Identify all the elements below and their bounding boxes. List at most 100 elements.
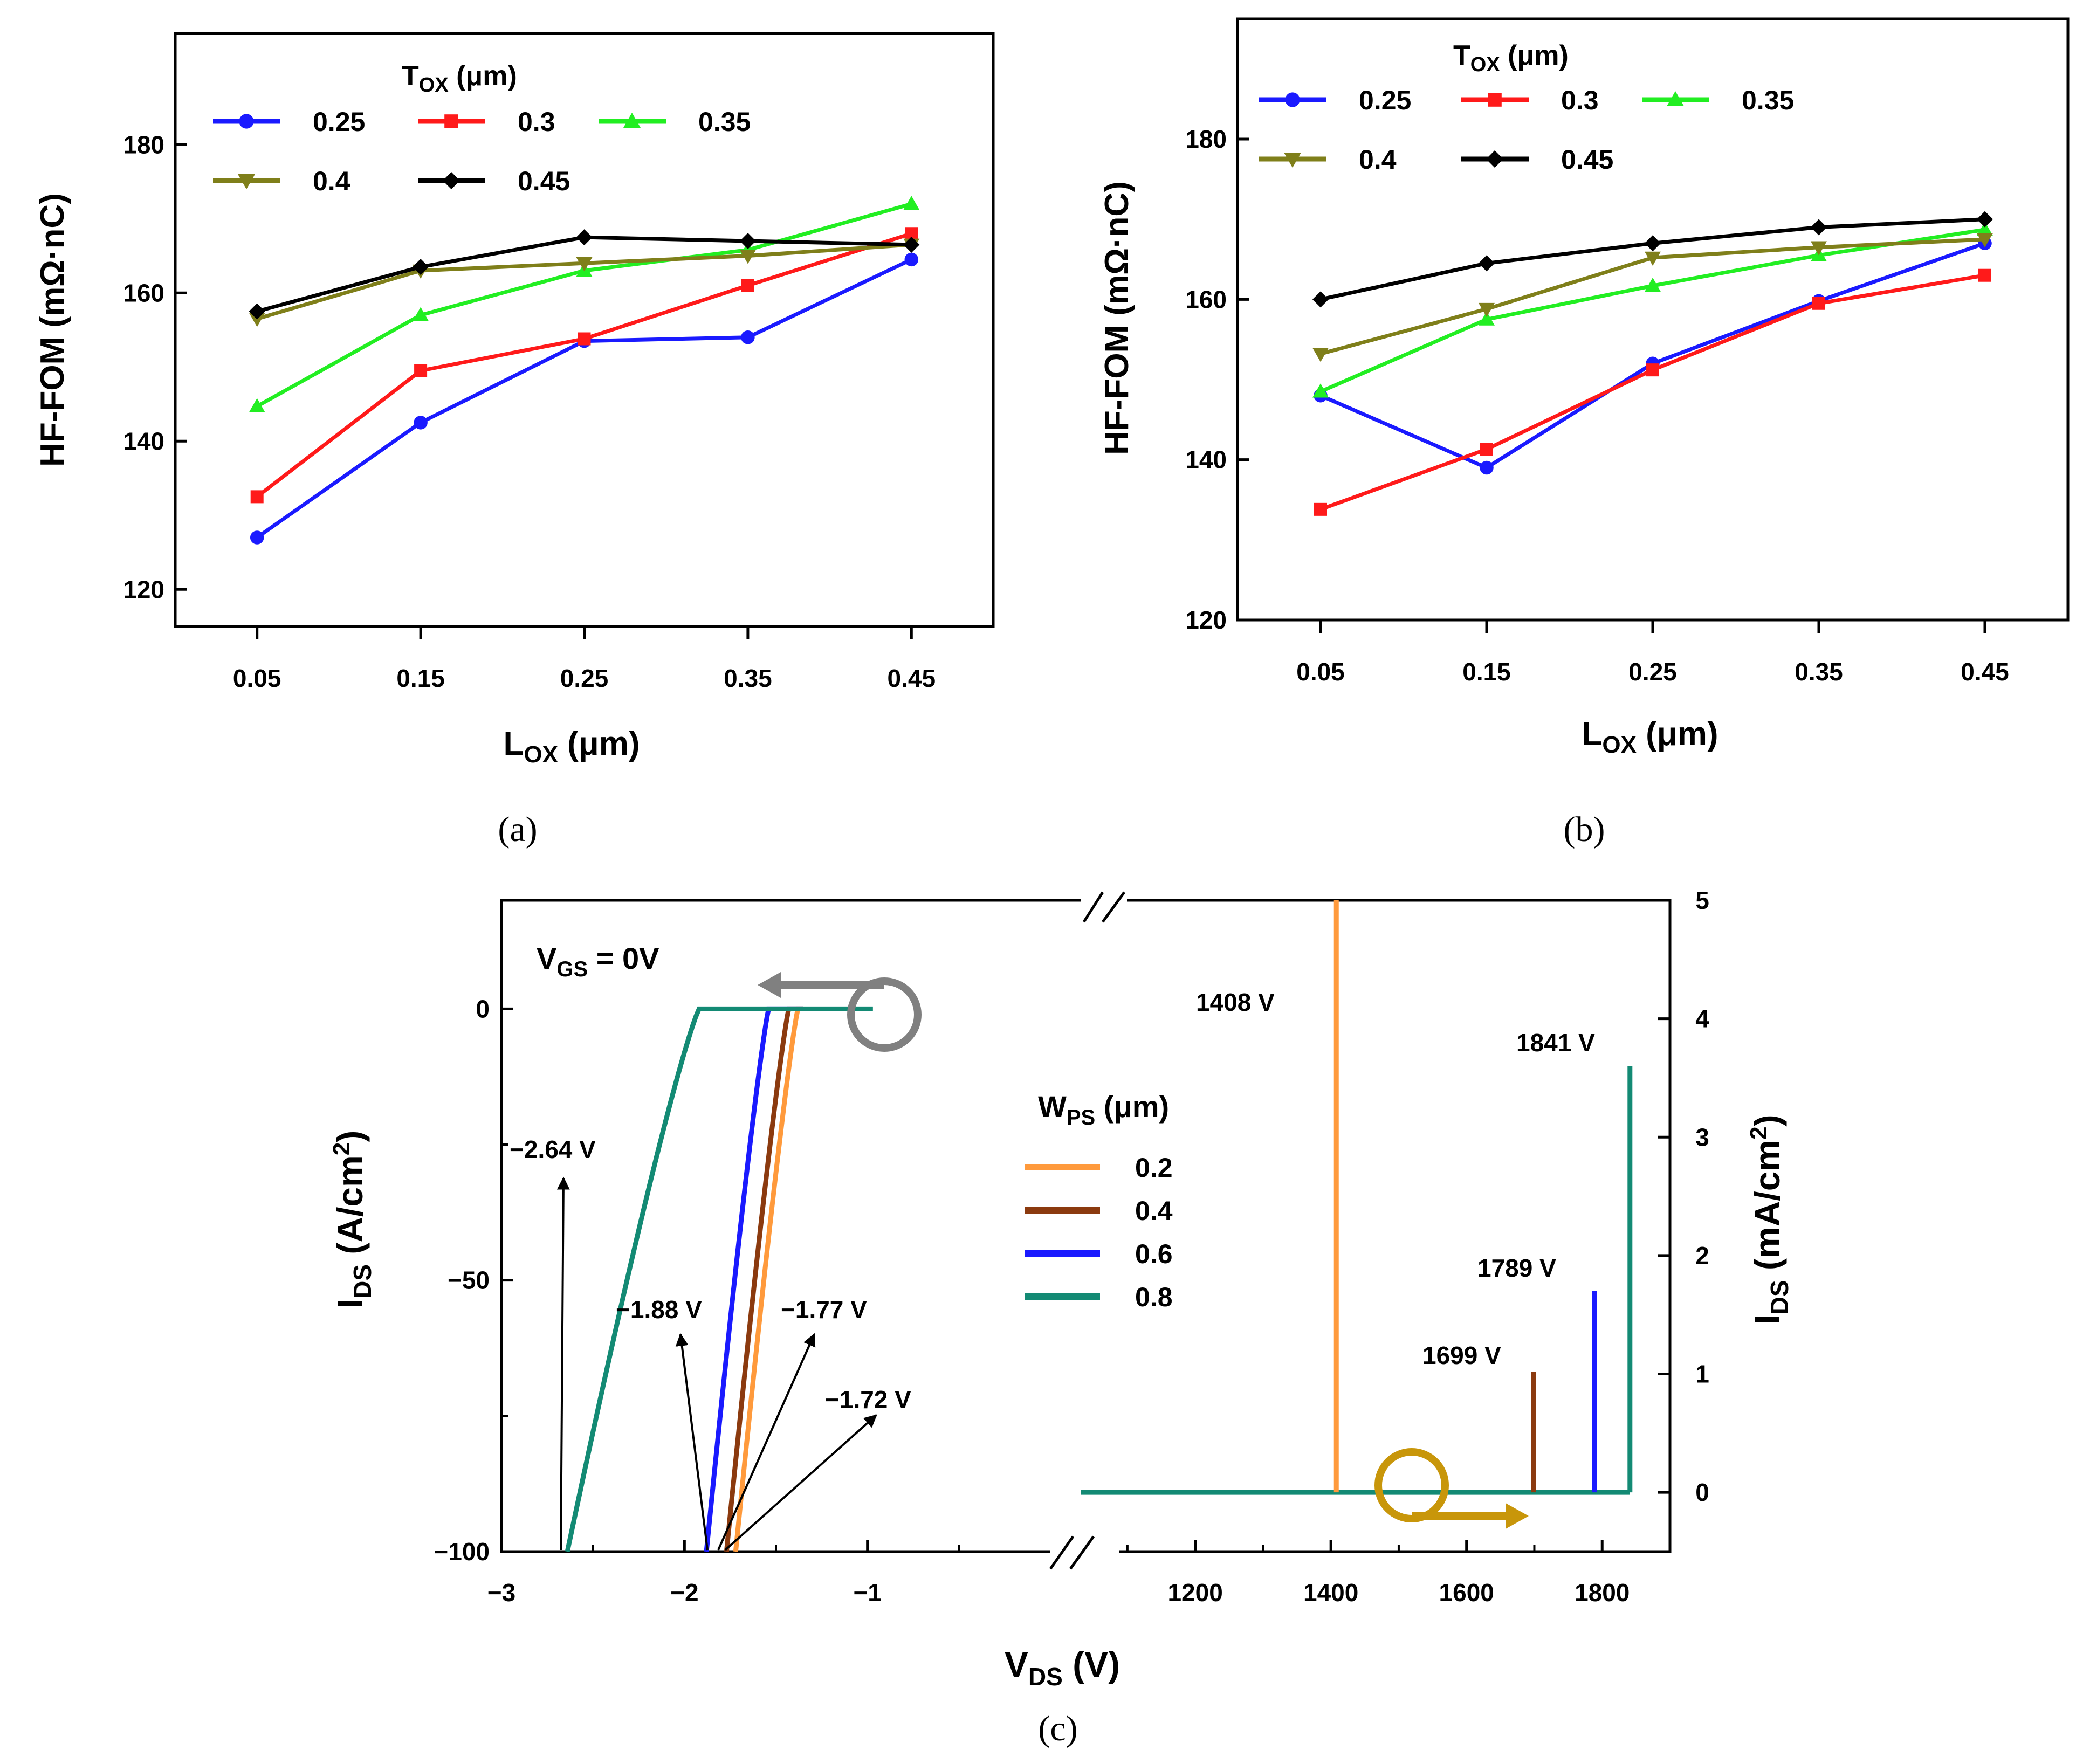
chart-b-xlabel: LOX (μm) <box>1582 715 1718 758</box>
legend-label: 0.35 <box>698 107 751 137</box>
legend-label: 0.3 <box>518 107 555 137</box>
x-tick-label: 0.25 <box>1628 658 1677 686</box>
legend-item-0.35: 0.35 <box>599 107 751 137</box>
data-point <box>249 303 265 320</box>
legend-item-0.4: 0.4 <box>1025 1196 1173 1226</box>
chart-c-break-mark <box>1049 1535 1075 1570</box>
threshold-arrow <box>556 1176 570 1551</box>
data-point <box>1312 383 1329 398</box>
chart-b: HF-FOM (mΩ·nC) LOX (μm) TOX (μm) 120 140 1… <box>1098 17 2070 849</box>
chart-b-panel-label: (b) <box>1564 810 1605 849</box>
chart-c-break-mark <box>1082 891 1104 923</box>
y-tick-label-right: 3 <box>1695 1123 1709 1151</box>
data-point <box>1812 297 1825 310</box>
x-tick-label-right: 1200 <box>1167 1579 1222 1607</box>
series-0.4 <box>249 238 920 327</box>
series-0.45 <box>1312 211 1993 308</box>
iv-curve-0.6 <box>704 1006 803 1552</box>
iv-curve-0.8 <box>565 1006 873 1552</box>
data-point <box>1312 291 1329 308</box>
series-line <box>256 258 912 539</box>
y-tick-label: 140 <box>123 427 164 455</box>
data-point <box>249 398 265 412</box>
y-tick-label-right: 4 <box>1695 1005 1709 1033</box>
chart-c-break-mark <box>1101 891 1126 923</box>
data-point <box>739 233 756 249</box>
y-tick-label-left: −50 <box>448 1266 490 1294</box>
breakdown-annotations: 1408 V 1699 V 1789 V 1841 V <box>1196 988 1595 1369</box>
data-point <box>250 490 264 504</box>
x-tick-label: 0.15 <box>396 664 445 692</box>
legend-marker <box>1667 91 1684 106</box>
y-tick-label: 160 <box>1185 285 1227 313</box>
data-point <box>1479 255 1495 272</box>
data-point <box>1479 302 1495 318</box>
data-point <box>1977 211 1993 228</box>
legend-marker <box>623 113 641 128</box>
data-point <box>1645 251 1661 266</box>
data-point <box>1480 443 1493 456</box>
sweep-head-left <box>758 972 781 998</box>
legend-marker <box>1284 153 1301 168</box>
chart-c-xlabel: VDS (V) <box>1005 1644 1120 1691</box>
data-point <box>1811 219 1827 236</box>
series-0.25 <box>250 252 919 545</box>
legend-marker <box>239 114 254 129</box>
threshold-arrow <box>717 1333 816 1551</box>
x-tick-label: 0.35 <box>1795 658 1843 686</box>
y-tick-label-right: 1 <box>1695 1360 1709 1388</box>
threshold-label: −1.88 V <box>616 1296 702 1324</box>
legend-marker <box>1285 92 1300 107</box>
legend-label: 0.2 <box>1135 1153 1173 1183</box>
legend-item-0.4: 0.4 <box>1259 144 1397 175</box>
series-0.25 <box>1314 236 1992 475</box>
data-point <box>903 196 920 210</box>
x-tick-label-left: −2 <box>670 1579 698 1607</box>
chart-c-break-mark <box>1069 1535 1095 1570</box>
data-point <box>576 257 593 272</box>
chart-c-condition: VGS = 0V <box>537 941 659 981</box>
chart-c-ylabel-left: IDS (A/cm2) <box>328 1131 376 1308</box>
legend-item-0.45: 0.45 <box>1461 144 1613 175</box>
data-point <box>1646 363 1659 377</box>
chart-c-ylabel-right: IDS (mA/cm2) <box>1745 1114 1793 1324</box>
x-tick-label: 0.05 <box>233 664 281 692</box>
iv-forward-curve <box>724 1006 803 1552</box>
legend-label: 0.4 <box>1359 144 1397 175</box>
legend-item-0.3: 0.3 <box>1461 85 1599 115</box>
x-tick-label: 0.45 <box>1961 658 2009 686</box>
series-0.3 <box>250 227 918 504</box>
legend-item-0.45: 0.45 <box>418 166 570 196</box>
legend-item-0.4: 0.4 <box>213 166 350 196</box>
data-point <box>578 332 591 346</box>
legend-marker <box>238 174 255 189</box>
legend-marker <box>444 114 458 128</box>
data-point <box>413 259 429 275</box>
data-point <box>904 252 919 267</box>
x-tick-label-left: −3 <box>487 1579 515 1607</box>
y-tick-label: 160 <box>123 279 164 307</box>
sweep-arrow-left <box>758 972 922 1052</box>
iv-forward-curve <box>565 1006 873 1552</box>
x-tick-label: 0.15 <box>1462 658 1511 686</box>
y-tick-label-right: 2 <box>1695 1242 1709 1270</box>
chart-a-ylabel: HF-FOM (mΩ·nC) <box>34 193 71 467</box>
y-tick-label-right: 5 <box>1695 886 1709 914</box>
iv-curve-0.4 <box>724 1006 803 1552</box>
legend-label: 0.6 <box>1135 1239 1173 1269</box>
chart-b-legend-title: TOX (μm) <box>1453 40 1569 76</box>
legend-label: 0.4 <box>313 166 350 196</box>
chart-c-frame <box>500 899 1672 1553</box>
legend-item-0.3: 0.3 <box>418 107 555 137</box>
data-point <box>414 364 428 377</box>
y-tick-label-right: 0 <box>1695 1478 1709 1506</box>
sweep-arrow-right <box>1374 1448 1529 1529</box>
sweep-loop-right <box>1374 1448 1449 1522</box>
threshold-label: −1.77 V <box>781 1296 867 1324</box>
x-tick-label-left: −1 <box>853 1579 881 1607</box>
data-point <box>1479 311 1495 326</box>
chart-a: HF-FOM (mΩ·nC) LOX (μm) TOX (μm) 120 140 1… <box>34 32 995 849</box>
threshold-arrow <box>675 1333 709 1551</box>
y-tick-label: 120 <box>123 575 164 603</box>
